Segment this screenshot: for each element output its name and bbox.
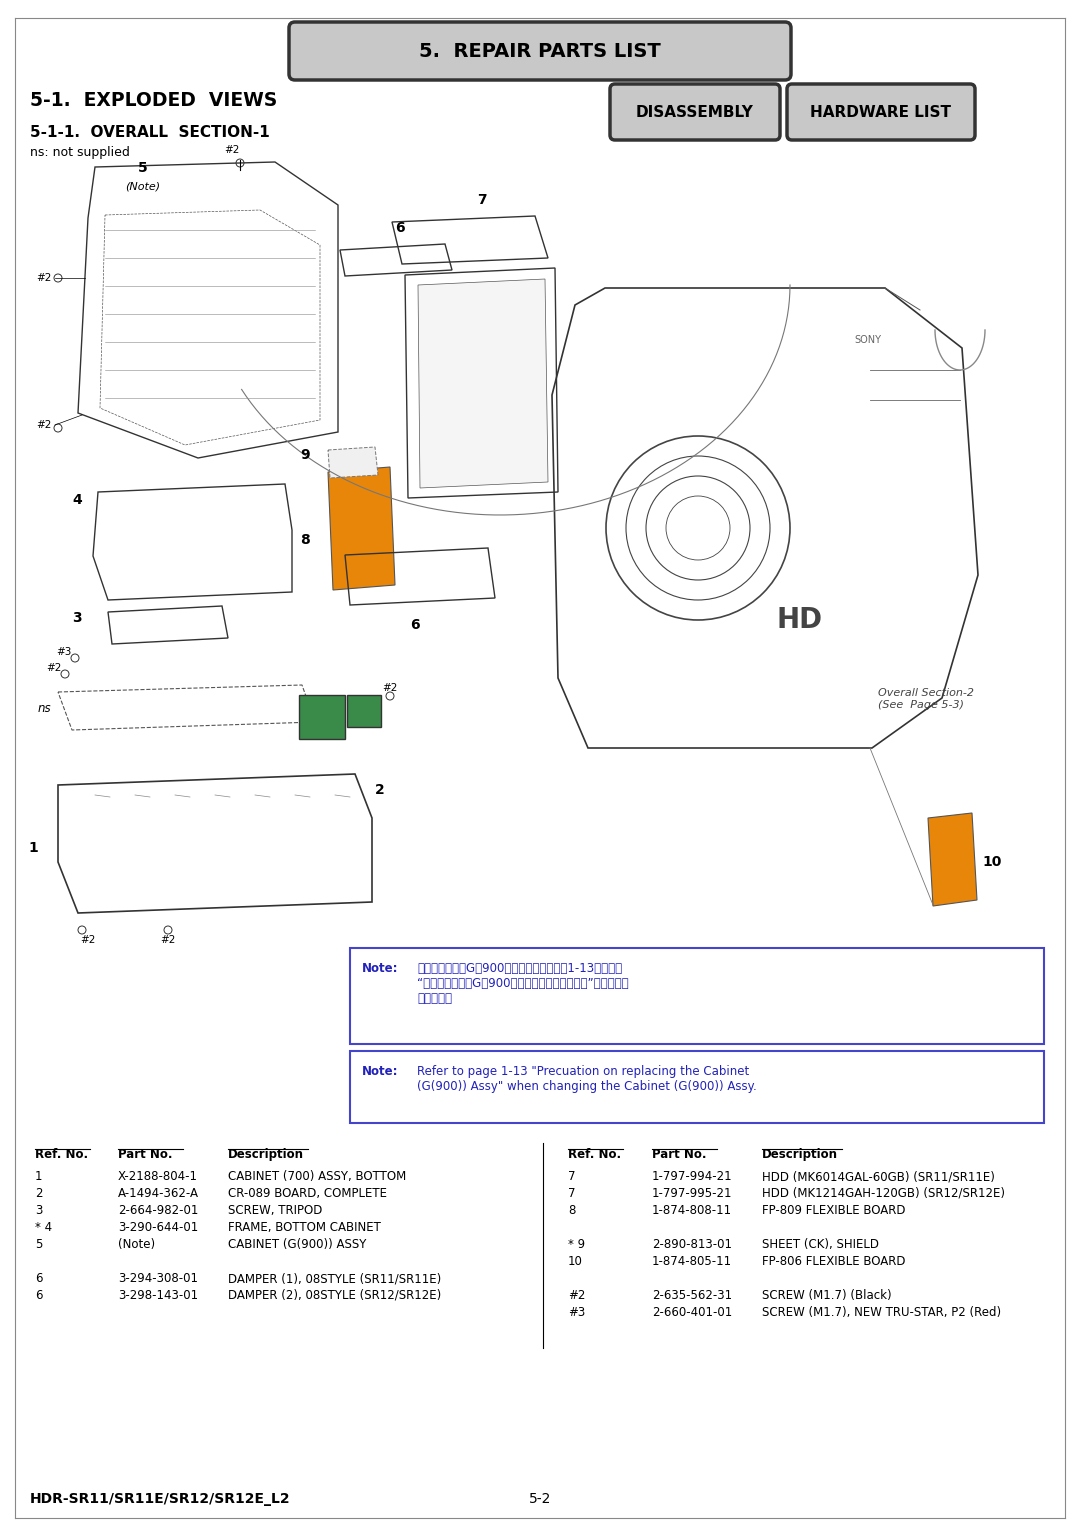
Text: HDR-SR11/SR11E/SR12/SR12E_L2: HDR-SR11/SR11E/SR12/SR12E_L2 bbox=[30, 1491, 291, 1507]
Text: 4: 4 bbox=[72, 494, 82, 507]
Text: 8: 8 bbox=[568, 1204, 576, 1216]
Text: 2-635-562-31: 2-635-562-31 bbox=[652, 1290, 732, 1302]
Text: #3: #3 bbox=[568, 1306, 585, 1319]
Text: 2-664-982-01: 2-664-982-01 bbox=[118, 1204, 199, 1216]
Text: Description: Description bbox=[228, 1148, 303, 1161]
Text: 1-874-808-11: 1-874-808-11 bbox=[652, 1204, 732, 1216]
Text: 7: 7 bbox=[568, 1170, 576, 1183]
Text: 5: 5 bbox=[138, 160, 148, 176]
Text: 1-797-994-21: 1-797-994-21 bbox=[652, 1170, 732, 1183]
Text: 2: 2 bbox=[375, 782, 384, 798]
Text: 1: 1 bbox=[28, 840, 38, 856]
FancyBboxPatch shape bbox=[350, 947, 1044, 1044]
Polygon shape bbox=[928, 813, 977, 906]
Text: 9: 9 bbox=[300, 448, 310, 461]
Text: (Note): (Note) bbox=[125, 180, 161, 191]
Text: (Note): (Note) bbox=[118, 1238, 156, 1251]
Text: 8: 8 bbox=[300, 533, 310, 547]
Text: 5-1.  EXPLODED  VIEWS: 5-1. EXPLODED VIEWS bbox=[30, 90, 278, 110]
Text: HDD (MK1214GAH-120GB) (SR12/SR12E): HDD (MK1214GAH-120GB) (SR12/SR12E) bbox=[762, 1187, 1005, 1199]
Text: #2: #2 bbox=[80, 935, 96, 944]
Text: DAMPER (1), 08STYLE (SR11/SR11E): DAMPER (1), 08STYLE (SR11/SR11E) bbox=[228, 1271, 442, 1285]
Text: DISASSEMBLY: DISASSEMBLY bbox=[636, 104, 754, 119]
Text: CABINET (700) ASSY, BOTTOM: CABINET (700) ASSY, BOTTOM bbox=[228, 1170, 406, 1183]
Text: 3-294-308-01: 3-294-308-01 bbox=[118, 1271, 198, 1285]
Text: SONY: SONY bbox=[854, 335, 881, 345]
Text: 3-290-644-01: 3-290-644-01 bbox=[118, 1221, 199, 1235]
Text: 10: 10 bbox=[982, 856, 1001, 869]
Text: 2: 2 bbox=[35, 1187, 42, 1199]
Text: 2-890-813-01: 2-890-813-01 bbox=[652, 1238, 732, 1251]
Text: FP-809 FLEXIBLE BOARD: FP-809 FLEXIBLE BOARD bbox=[762, 1204, 905, 1216]
Text: 6: 6 bbox=[395, 222, 405, 235]
Text: * 4: * 4 bbox=[35, 1221, 52, 1235]
Text: 3: 3 bbox=[35, 1204, 42, 1216]
Text: Note:: Note: bbox=[362, 963, 399, 975]
Text: HARDWARE LIST: HARDWARE LIST bbox=[810, 104, 951, 119]
Text: 6: 6 bbox=[35, 1271, 42, 1285]
Text: 5: 5 bbox=[35, 1238, 42, 1251]
Text: CABINET (G(900)) ASSY: CABINET (G(900)) ASSY bbox=[228, 1238, 366, 1251]
Text: Description: Description bbox=[762, 1148, 838, 1161]
Text: Part No.: Part No. bbox=[118, 1148, 173, 1161]
Text: Ref. No.: Ref. No. bbox=[568, 1148, 621, 1161]
Polygon shape bbox=[328, 468, 395, 590]
Text: 3-298-143-01: 3-298-143-01 bbox=[118, 1290, 198, 1302]
Text: 1-874-805-11: 1-874-805-11 bbox=[652, 1254, 732, 1268]
Text: FRAME, BOTTOM CABINET: FRAME, BOTTOM CABINET bbox=[228, 1221, 381, 1235]
Text: HDD (MK6014GAL-60GB) (SR11/SR11E): HDD (MK6014GAL-60GB) (SR11/SR11E) bbox=[762, 1170, 995, 1183]
Text: 7: 7 bbox=[477, 193, 487, 206]
FancyBboxPatch shape bbox=[350, 1051, 1044, 1123]
Text: 7: 7 bbox=[568, 1187, 576, 1199]
Text: HD: HD bbox=[777, 607, 823, 634]
Text: #2: #2 bbox=[160, 935, 176, 944]
FancyBboxPatch shape bbox=[289, 21, 791, 79]
FancyBboxPatch shape bbox=[787, 84, 975, 141]
Text: #2: #2 bbox=[225, 145, 240, 154]
Text: X-2188-804-1: X-2188-804-1 bbox=[118, 1170, 198, 1183]
Text: ns: ns bbox=[38, 701, 52, 715]
Text: #2: #2 bbox=[382, 683, 397, 694]
Text: Note:: Note: bbox=[362, 1065, 399, 1077]
Text: SCREW (M1.7), NEW TRU-STAR, P2 (Red): SCREW (M1.7), NEW TRU-STAR, P2 (Red) bbox=[762, 1306, 1001, 1319]
Text: SCREW, TRIPOD: SCREW, TRIPOD bbox=[228, 1204, 322, 1216]
Text: SHEET (CK), SHIELD: SHEET (CK), SHIELD bbox=[762, 1238, 879, 1251]
Text: FP-806 FLEXIBLE BOARD: FP-806 FLEXIBLE BOARD bbox=[762, 1254, 905, 1268]
FancyBboxPatch shape bbox=[347, 695, 381, 727]
Text: A-1494-362-A: A-1494-362-A bbox=[118, 1187, 199, 1199]
Text: Overall Section-2
(See  Page 5-3): Overall Section-2 (See Page 5-3) bbox=[878, 688, 974, 709]
Text: DAMPER (2), 08STYLE (SR12/SR12E): DAMPER (2), 08STYLE (SR12/SR12E) bbox=[228, 1290, 442, 1302]
Text: Ref. No.: Ref. No. bbox=[35, 1148, 89, 1161]
Text: 2-660-401-01: 2-660-401-01 bbox=[652, 1306, 732, 1319]
Text: * 9: * 9 bbox=[568, 1238, 585, 1251]
Text: #2: #2 bbox=[46, 663, 62, 672]
Text: #2: #2 bbox=[37, 420, 52, 429]
Polygon shape bbox=[418, 280, 548, 487]
Text: 10: 10 bbox=[568, 1254, 583, 1268]
Text: 5.  REPAIR PARTS LIST: 5. REPAIR PARTS LIST bbox=[419, 41, 661, 61]
Text: Refer to page 1-13 "Precuation on replacing the Cabinet
(G(900)) Assy" when chan: Refer to page 1-13 "Precuation on replac… bbox=[417, 1065, 757, 1093]
Text: 6: 6 bbox=[410, 617, 420, 633]
Text: #3: #3 bbox=[56, 646, 72, 657]
FancyBboxPatch shape bbox=[610, 84, 780, 141]
Polygon shape bbox=[328, 448, 378, 478]
Text: 3: 3 bbox=[72, 611, 82, 625]
Text: Part No.: Part No. bbox=[652, 1148, 706, 1161]
Text: #2: #2 bbox=[568, 1290, 585, 1302]
Text: #2: #2 bbox=[37, 274, 52, 283]
Text: 1-797-995-21: 1-797-995-21 bbox=[652, 1187, 732, 1199]
Text: CR-089 BOARD, COMPLETE: CR-089 BOARD, COMPLETE bbox=[228, 1187, 387, 1199]
Text: 1: 1 bbox=[35, 1170, 42, 1183]
Text: 5-2: 5-2 bbox=[529, 1491, 551, 1507]
Text: 6: 6 bbox=[35, 1290, 42, 1302]
Text: ns: not supplied: ns: not supplied bbox=[30, 145, 130, 159]
Text: キャビネット（G（900））組立の交換時は1-13ページの
“キャビネット（G（900））組立の交換時の注意”を参照して
ください。: キャビネット（G（900））組立の交換時は1-13ページの “キャビネット（G（… bbox=[417, 963, 629, 1005]
FancyBboxPatch shape bbox=[299, 695, 345, 740]
Text: 5-1-1.  OVERALL  SECTION-1: 5-1-1. OVERALL SECTION-1 bbox=[30, 124, 270, 139]
Text: SCREW (M1.7) (Black): SCREW (M1.7) (Black) bbox=[762, 1290, 892, 1302]
